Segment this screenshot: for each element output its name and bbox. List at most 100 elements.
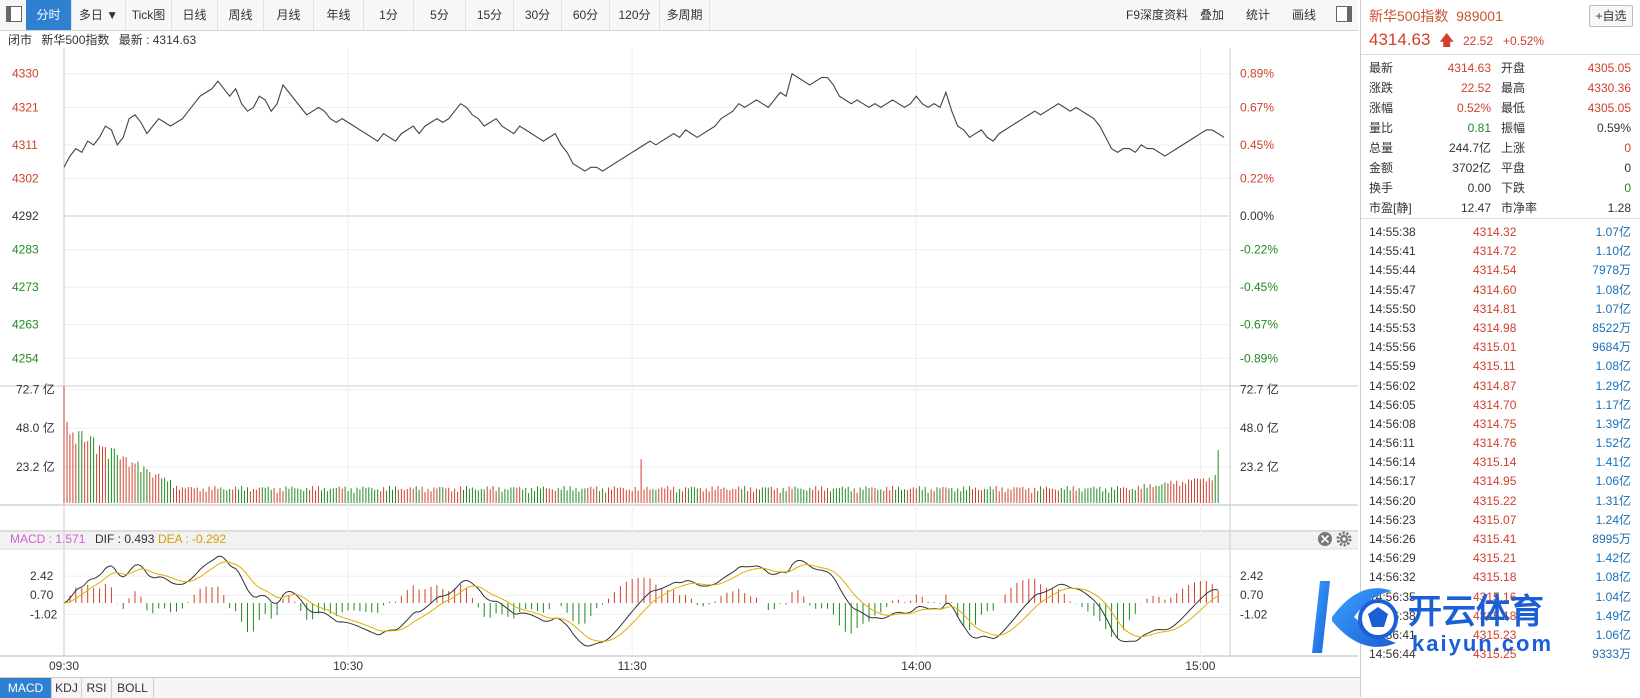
tab-monthly[interactable]: 月线 (264, 0, 314, 30)
tick-price: 4315.18 (1473, 608, 1517, 623)
indicator-tabs: MACD KDJ RSI BOLL (0, 677, 1360, 698)
tick-row: 14:56:20 4315.22 1.31亿 (1369, 492, 1631, 511)
quote-value: 4305.05 (1587, 61, 1631, 75)
tick-row: 14:56:02 4314.87 1.29亿 (1369, 377, 1631, 396)
market-status: 闭市 (8, 33, 33, 47)
draw-line-button[interactable]: 画线 (1292, 8, 1317, 22)
tick-amount: 1.10亿 (1595, 244, 1631, 259)
time-tick-label: 14:00 (901, 659, 931, 673)
volume-tick-label: 48.0 亿 (16, 420, 55, 435)
tick-time: 14:56:08 (1369, 416, 1416, 431)
tick-amount: 7978万 (1592, 263, 1631, 278)
tick-amount: 8995万 (1592, 532, 1631, 546)
pct-tick-label: -0.67% (1240, 318, 1278, 332)
watermark-en: kaiyun.com (1412, 631, 1553, 656)
macd-tick-label-right: 0.70 (1240, 588, 1264, 602)
tab-30min[interactable]: 30分 (514, 0, 562, 30)
tick-price: 4314.87 (1473, 378, 1517, 393)
dif-line (63, 555, 1219, 647)
tick-time: 14:55:59 (1369, 359, 1416, 374)
quote-label: 上涨 (1501, 141, 1526, 155)
quote-label: 换手 (1369, 181, 1394, 195)
time-tick-label: 09:30 (49, 659, 79, 673)
tab-kdj[interactable]: KDJ (52, 678, 82, 698)
tick-amount: 1.17亿 (1595, 397, 1631, 412)
quote-row: 最新 4314.63 开盘 4305.05 (1369, 58, 1631, 78)
watermark-cn: 开云体育 (1408, 593, 1544, 631)
tab-tick[interactable]: Tick图 (126, 0, 172, 30)
quote-label: 下跌 (1501, 181, 1526, 195)
tab-weekly[interactable]: 周线 (218, 0, 264, 30)
tick-row: 14:56:23 4315.07 1.24亿 (1369, 511, 1631, 530)
f9-deep-data-button[interactable]: F9深度资料 (1126, 8, 1189, 22)
quote-row: 总量 244.7亿 上涨 0 (1369, 138, 1631, 158)
tick-row: 14:55:53 4314.98 8522万 (1369, 319, 1631, 338)
quote-value: 0.59% (1596, 121, 1631, 135)
tick-price: 4315.41 (1473, 532, 1517, 546)
tick-amount: 1.41亿 (1595, 455, 1631, 470)
tick-row: 14:55:38 4314.32 1.07亿 (1369, 223, 1631, 242)
price-tick-label: 4330 (12, 67, 39, 81)
tick-time: 14:56:29 (1369, 551, 1416, 566)
right-panel-toggle-icon[interactable] (1336, 6, 1352, 22)
macd-settings-icon[interactable] (1336, 531, 1352, 547)
quote-value: 0.00 (1467, 181, 1491, 195)
statistics-button[interactable]: 统计 (1246, 8, 1271, 22)
tick-amount: 1.24亿 (1595, 512, 1631, 527)
tick-amount: 1.08亿 (1595, 282, 1631, 297)
tick-time: 14:56:02 (1369, 378, 1416, 393)
tab-120min[interactable]: 120分 (610, 0, 660, 30)
tick-row: 14:56:41 4315.23 1.06亿 (1369, 626, 1631, 645)
price-tick-label: 4254 (12, 351, 39, 365)
macd-tick-label-right: -1.02 (1240, 607, 1268, 621)
quote-value: 1.28 (1607, 201, 1631, 215)
intraday-chart[interactable]: 4330 0.89% 4321 0.67% 4311 0.45% 4302 0.22% 4292… (0, 0, 1358, 676)
quote-value: 0.81 (1467, 121, 1491, 135)
macd-close-icon[interactable] (1318, 532, 1332, 546)
quote-label: 涨跌 (1369, 81, 1394, 95)
macd-tick-label: -1.02 (30, 607, 58, 621)
tab-yearly[interactable]: 年线 (314, 0, 364, 30)
add-watchlist-button[interactable]: +自选 (1589, 5, 1633, 27)
tab-5min[interactable]: 5分 (414, 0, 466, 30)
overlay-button[interactable]: 叠加 (1200, 8, 1225, 22)
tab-15min[interactable]: 15分 (466, 0, 514, 30)
tab-daily[interactable]: 日线 (172, 0, 218, 30)
tick-price: 4315.11 (1473, 359, 1516, 374)
tab-rsi[interactable]: RSI (82, 678, 112, 698)
quote-label: 市盈[静] (1369, 201, 1412, 215)
tick-time: 14:56:20 (1369, 493, 1416, 508)
tab-boll[interactable]: BOLL (112, 678, 154, 698)
quote-label: 最低 (1501, 101, 1526, 115)
tick-row: 14:56:44 4315.25 9333万 (1369, 645, 1631, 664)
macd-tick-label: 2.42 (30, 569, 54, 583)
quote-value: 22.52 (1460, 81, 1491, 95)
macd-legend-dea: DEA : -0.292 (158, 532, 226, 546)
quote-panel: 新华500指数 989001 +自选 4314.63 🡅 22.52 +0.52… (1360, 0, 1640, 697)
left-panel-toggle-icon[interactable] (6, 6, 22, 22)
tick-amount: 1.06亿 (1595, 474, 1631, 489)
volume-tick-label: 23.2 亿 (16, 459, 55, 474)
tab-multi-day[interactable]: 多日 ▼ (72, 0, 126, 30)
volume-tick-label-right: 48.0 亿 (1240, 420, 1279, 435)
tab-1min[interactable]: 1分 (364, 0, 414, 30)
tab-60min[interactable]: 60分 (562, 0, 610, 30)
tick-row: 14:55:41 4314.72 1.10亿 (1369, 242, 1631, 261)
tick-price: 4315.23 (1473, 627, 1517, 642)
pct-tick-label: -0.45% (1240, 280, 1278, 294)
tick-time: 14:56:05 (1369, 397, 1416, 412)
volume-tick-label: 72.7 亿 (16, 382, 55, 397)
tick-amount: 1.06亿 (1595, 627, 1631, 642)
tick-time: 14:56:44 (1369, 647, 1416, 662)
tab-multi-period[interactable]: 多周期 (660, 0, 710, 30)
dea-line (63, 561, 1219, 642)
quote-label: 平盘 (1501, 161, 1526, 175)
tick-row: 14:55:56 4315.01 9684万 (1369, 338, 1631, 357)
quote-value: 0 (1624, 141, 1631, 155)
tab-intraday[interactable]: 分时 (26, 0, 72, 30)
macd-legend-dif: DIF : 0.493 (95, 532, 155, 546)
tick-amount: 9333万 (1592, 647, 1631, 662)
tick-price: 4314.72 (1473, 244, 1517, 259)
tab-macd[interactable]: MACD (0, 678, 52, 698)
tick-list[interactable]: 14:55:38 4314.32 1.07亿 14:55:41 4314.72 1.10亿… (1369, 223, 1631, 664)
